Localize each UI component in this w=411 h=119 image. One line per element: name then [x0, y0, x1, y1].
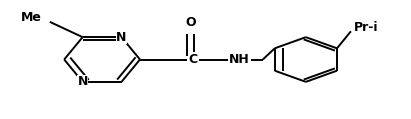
Text: N: N [77, 75, 88, 88]
Text: Pr-i: Pr-i [354, 21, 378, 34]
Text: C: C [188, 53, 197, 66]
Text: Me: Me [21, 11, 42, 24]
Text: O: O [185, 16, 196, 29]
Text: NH: NH [229, 53, 250, 66]
Text: N: N [116, 31, 127, 44]
